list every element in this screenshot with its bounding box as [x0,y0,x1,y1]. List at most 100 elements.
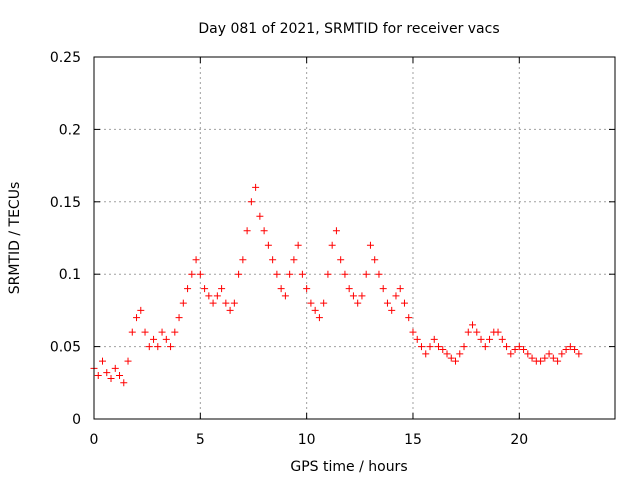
data-point [545,350,553,358]
data-point [260,227,268,235]
data-point [341,270,349,278]
data-point [273,270,281,278]
data-point [307,299,315,307]
data-point [247,198,255,206]
data-point [107,374,115,382]
data-point [460,343,468,351]
data-point [477,335,485,343]
chart-title: Day 081 of 2021, SRMTID for receiver vac… [198,21,499,37]
data-point [175,314,183,322]
data-point [120,379,128,387]
axis-ticks: 0 5 10 15 20 0 0.05 0.1 0.15 0.2 0.25 [50,50,615,448]
data-point [205,292,213,300]
data-point [452,357,460,365]
data-point [498,335,506,343]
data-point [243,227,251,235]
data-point [405,314,413,322]
data-point [524,350,532,358]
data-point [311,306,319,314]
data-point [99,357,107,365]
y-axis-label: SRMTID / TECUs [7,182,23,295]
data-point [511,345,519,353]
data-point [213,292,221,300]
x-tick-label: 10 [298,432,316,448]
data-point [188,270,196,278]
data-point [124,357,132,365]
y-tick-label: 0.15 [50,195,81,211]
x-tick-label: 20 [510,432,528,448]
data-point [209,299,217,307]
data-point [269,256,277,264]
data-point [430,335,438,343]
data-point [422,350,430,358]
data-point [252,183,260,191]
plot-frame [93,56,616,420]
data-point [116,372,124,380]
data-point [562,345,570,353]
data-point [103,369,111,377]
data-point [349,292,357,300]
data-point [537,357,545,365]
data-point [332,227,340,235]
data-point [162,335,170,343]
data-point [328,241,336,249]
data-point [494,328,502,336]
y-tick-label: 0.25 [50,50,81,66]
data-point [520,345,528,353]
data-point [133,314,141,322]
data-point [290,256,298,264]
data-point [141,328,149,336]
y-tick-label: 0.2 [59,122,81,138]
data-point [324,270,332,278]
data-point [464,328,472,336]
data-point [303,285,311,293]
data-point [434,343,442,351]
data-point [184,285,192,293]
data-point [128,328,136,336]
y-tick-label: 0.1 [59,267,81,283]
data-point [320,299,328,307]
data-point [256,212,264,220]
data-point [507,350,515,358]
data-point [481,343,489,351]
data-point [388,306,396,314]
data-point [145,343,153,351]
data-point [354,299,362,307]
data-point [392,292,400,300]
data-point [541,354,549,362]
y-tick-label: 0 [72,412,81,428]
data-point [315,314,323,322]
data-point [409,328,417,336]
y-tick-label: 0.05 [50,340,81,356]
data-point [379,285,387,293]
data-point [235,270,243,278]
data-point [358,292,366,300]
data-point [345,285,353,293]
data-point [192,256,200,264]
data-point [167,343,175,351]
data-point [456,350,464,358]
data-point [150,335,158,343]
data-point [362,270,370,278]
data-point [137,306,145,314]
data-point [554,357,562,365]
data-point [558,350,566,358]
data-point [549,354,557,362]
x-tick-label: 15 [404,432,422,448]
grid-lines [94,57,615,419]
data-point [400,299,408,307]
x-tick-label: 0 [90,432,99,448]
data-point [158,328,166,336]
data-point [111,364,119,372]
data-point [171,328,179,336]
data-point [264,241,272,249]
data-point [286,270,294,278]
data-point [201,285,209,293]
data-point [277,285,285,293]
data-point [222,299,230,307]
data-point [439,345,447,353]
data-point [515,343,523,351]
data-point [179,299,187,307]
data-point [528,354,536,362]
